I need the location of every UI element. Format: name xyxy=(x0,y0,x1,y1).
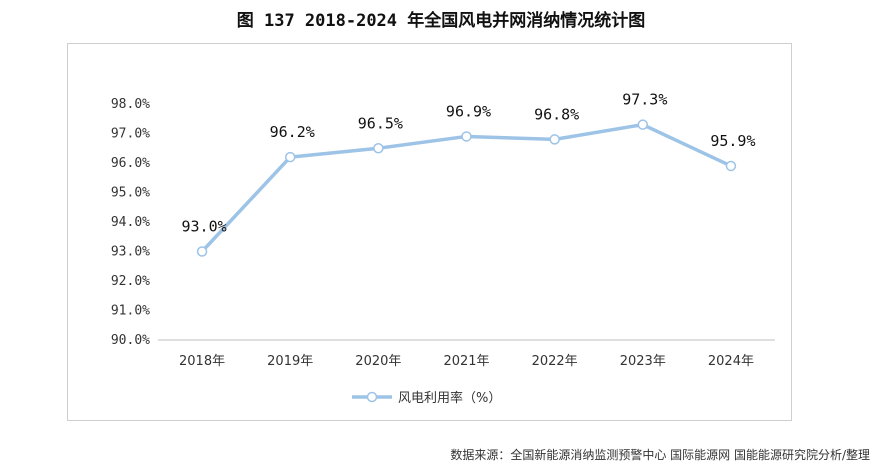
x-tick-label: 2023年 xyxy=(620,354,666,369)
y-tick-label: 94.0% xyxy=(111,215,150,230)
data-point xyxy=(549,134,560,145)
x-tick-label: 2019年 xyxy=(267,354,313,369)
y-tick-label: 95.0% xyxy=(111,186,150,201)
x-tick-label: 2021年 xyxy=(443,354,489,369)
data-label: 96.5% xyxy=(358,114,403,132)
y-tick-label: 90.0% xyxy=(111,333,150,348)
y-tick-label: 98.0% xyxy=(111,97,150,112)
x-tick-label: 2022年 xyxy=(532,354,578,369)
x-tick-label: 2018年 xyxy=(179,354,225,369)
data-label: 96.2% xyxy=(270,123,315,141)
data-label: 93.0% xyxy=(181,218,226,236)
y-tick-label: 93.0% xyxy=(111,245,150,260)
y-tick-label: 91.0% xyxy=(111,304,150,319)
series-line xyxy=(200,122,732,253)
x-tick-label: 2020年 xyxy=(355,354,401,369)
chart-title: 图 137 2018-2024 年全国风电并网消纳情况统计图 xyxy=(236,11,646,31)
data-point xyxy=(196,246,208,257)
data-point xyxy=(637,119,649,130)
data-point xyxy=(373,143,384,154)
chart-frame xyxy=(67,43,792,421)
data-label: 97.3% xyxy=(622,91,667,109)
data-point xyxy=(284,151,296,163)
data-label: 96.9% xyxy=(446,102,491,120)
data-point xyxy=(725,160,737,172)
x-tick-label: 2024年 xyxy=(708,354,754,369)
data-label: 95.9% xyxy=(710,132,755,150)
y-tick-label: 97.0% xyxy=(111,127,150,142)
data-label: 96.8% xyxy=(534,105,579,123)
legend-marker xyxy=(366,391,378,403)
data-point xyxy=(461,131,472,142)
y-tick-label: 96.0% xyxy=(111,156,150,171)
source-note: 数据来源：全国新能源消纳监测预警中心 国际能源网 国能能源研究院分析/整理 xyxy=(450,448,870,462)
y-tick-label: 92.0% xyxy=(111,274,150,289)
legend-label: 风电利用率（%） xyxy=(398,390,501,406)
